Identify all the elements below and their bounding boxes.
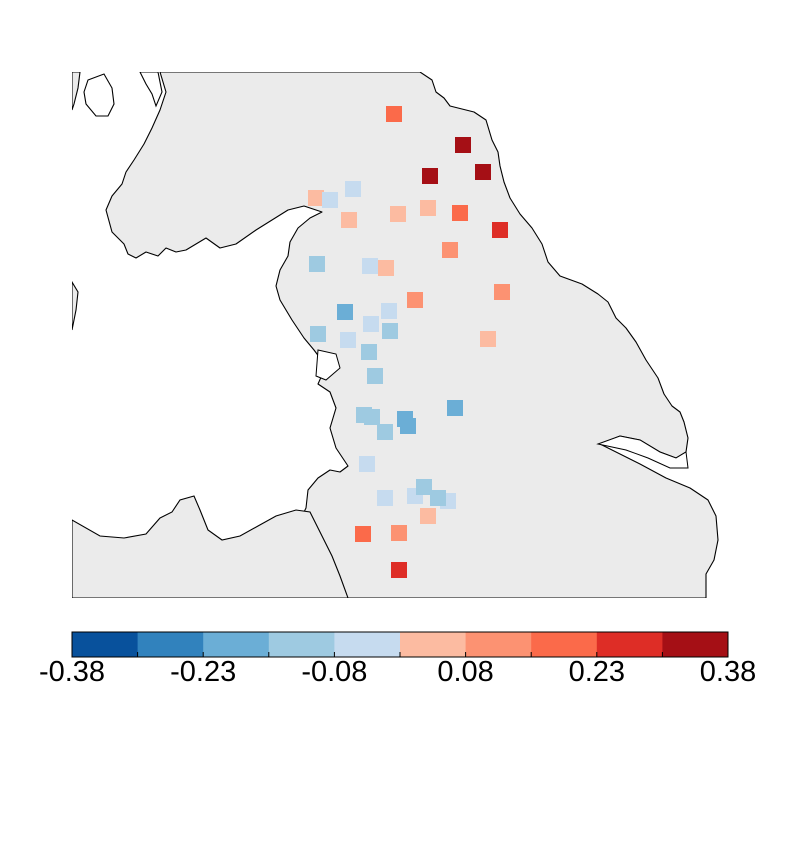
station-marker <box>362 258 378 274</box>
colorbar-bin <box>203 632 270 657</box>
station-marker <box>447 400 463 416</box>
colorbar-tick-label: 0.38 <box>699 656 757 688</box>
station-marker <box>355 526 371 542</box>
station-marker <box>361 344 377 360</box>
station-marker <box>420 200 436 216</box>
colorbar-bin <box>72 632 139 657</box>
station-marker <box>322 192 338 208</box>
colorbar-tick-label: -0.38 <box>38 656 106 688</box>
station-marker <box>430 490 446 506</box>
map-area <box>72 72 719 598</box>
colorbar-bin <box>137 632 204 657</box>
arran-island <box>83 73 115 117</box>
colorbar-bin <box>531 632 598 657</box>
station-marker <box>381 303 397 319</box>
colorbar-bin <box>334 632 401 657</box>
colorbar-tick-label: -0.08 <box>301 656 368 688</box>
station-marker <box>391 562 407 578</box>
station-marker <box>416 479 432 495</box>
colorbar-tick-label: -0.23 <box>170 656 237 688</box>
colorbar-bin <box>400 632 467 657</box>
station-marker <box>494 284 510 300</box>
colorbar-bin <box>662 632 729 657</box>
colorbar <box>71 631 729 658</box>
colorbar-bin <box>596 632 663 657</box>
station-marker <box>475 164 491 180</box>
colorbar-bin <box>268 632 335 657</box>
station-marker <box>390 206 406 222</box>
station-marker <box>309 256 325 272</box>
station-marker <box>407 292 423 308</box>
station-marker <box>391 525 407 541</box>
station-marker <box>480 331 496 347</box>
station-markers <box>308 106 510 578</box>
station-marker <box>382 323 398 339</box>
station-marker <box>310 326 326 342</box>
station-marker <box>364 409 380 425</box>
station-marker <box>367 368 383 384</box>
station-marker <box>308 190 324 206</box>
station-marker <box>400 418 416 434</box>
station-marker <box>442 242 458 258</box>
station-marker <box>340 332 356 348</box>
west-landmass-fragment <box>72 280 79 331</box>
station-marker <box>377 424 393 440</box>
station-marker <box>363 316 379 332</box>
kintyre-landmass <box>72 72 81 111</box>
station-marker <box>341 212 357 228</box>
colorbar-bin <box>465 632 532 657</box>
station-marker <box>386 106 402 122</box>
wales-landmass <box>72 495 349 598</box>
station-marker <box>337 304 353 320</box>
station-marker <box>359 456 375 472</box>
station-marker <box>420 508 436 524</box>
humber-estuary <box>596 435 689 469</box>
station-marker <box>378 260 394 276</box>
colorbar-tick-label: 0.08 <box>437 656 494 688</box>
station-marker <box>345 181 361 197</box>
morecambe-bay <box>315 349 341 381</box>
station-marker <box>492 222 508 238</box>
station-marker <box>377 490 393 506</box>
station-marker <box>422 168 438 184</box>
firth-inlet <box>139 72 163 108</box>
station-marker <box>455 137 471 153</box>
station-marker <box>452 205 468 221</box>
colorbar-tick-label: 0.23 <box>568 656 626 688</box>
